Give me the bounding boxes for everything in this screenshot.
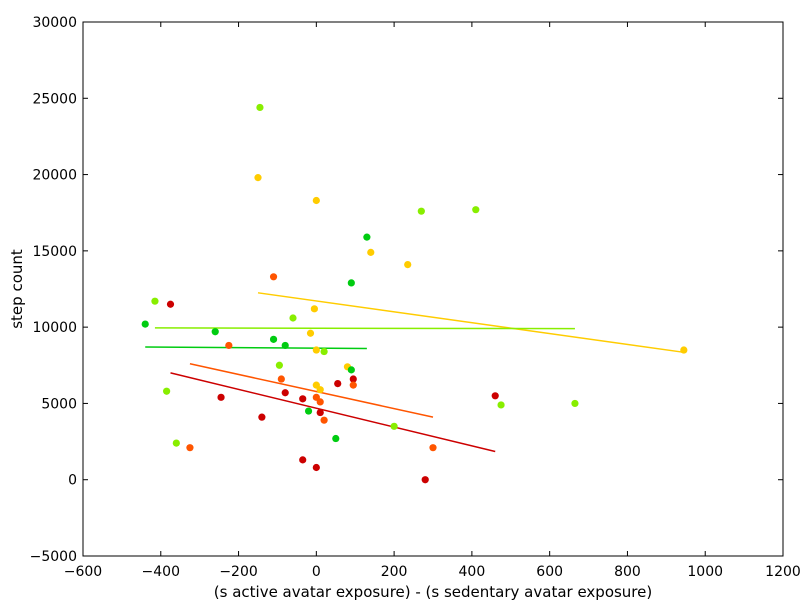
data-point-series-1 bbox=[186, 444, 194, 452]
fit-line-series-3 bbox=[154, 327, 575, 330]
data-point-series-3 bbox=[320, 347, 328, 356]
data-point-series-0 bbox=[349, 375, 357, 383]
data-point-series-3 bbox=[390, 422, 398, 430]
data-point-series-1 bbox=[349, 381, 357, 389]
data-point-series-0 bbox=[334, 379, 342, 388]
y-tick-label: 0 bbox=[68, 473, 77, 489]
data-point-series-2 bbox=[306, 329, 315, 337]
data-point-series-0 bbox=[281, 389, 289, 397]
data-point-series-3 bbox=[256, 103, 264, 112]
data-point-series-1 bbox=[320, 416, 328, 424]
fit-line-series-4 bbox=[145, 346, 367, 350]
x-tick-label: 1200 bbox=[765, 564, 801, 580]
data-point-series-2 bbox=[404, 260, 412, 269]
data-point-series-3 bbox=[417, 207, 425, 215]
y-tick-label: 10000 bbox=[32, 320, 77, 336]
fit-line-series-1 bbox=[189, 363, 434, 418]
data-point-series-3 bbox=[163, 387, 171, 395]
y-tick-label: 20000 bbox=[32, 168, 77, 184]
data-point-series-4 bbox=[281, 341, 289, 350]
data-point-series-2 bbox=[312, 346, 320, 354]
data-point-series-1 bbox=[316, 398, 324, 406]
data-point-series-0 bbox=[421, 476, 429, 484]
data-point-series-2 bbox=[254, 174, 262, 182]
y-tick-label: 30000 bbox=[32, 15, 77, 31]
y-tick-label: 5000 bbox=[41, 396, 77, 412]
x-tick-label: 600 bbox=[536, 564, 563, 580]
data-point-series-2 bbox=[680, 346, 688, 354]
data-point-series-3 bbox=[275, 361, 283, 369]
data-point-series-0 bbox=[166, 300, 175, 308]
x-tick-label: −200 bbox=[219, 564, 257, 580]
data-point-series-4 bbox=[363, 233, 371, 241]
data-point-series-1 bbox=[277, 375, 285, 383]
plot-frame bbox=[82, 21, 784, 557]
data-point-series-1 bbox=[429, 444, 437, 452]
data-point-series-3 bbox=[497, 401, 505, 409]
y-axis-label: step count bbox=[8, 249, 26, 329]
x-tick-label: −400 bbox=[142, 564, 180, 580]
data-point-series-4 bbox=[304, 407, 313, 415]
data-point-series-4 bbox=[211, 328, 219, 336]
x-tick-label: 1000 bbox=[687, 564, 723, 580]
data-point-series-4 bbox=[332, 434, 340, 443]
data-point-series-2 bbox=[367, 248, 375, 256]
data-point-series-0 bbox=[299, 456, 307, 464]
y-tick-label: 25000 bbox=[32, 91, 77, 107]
data-point-series-1 bbox=[225, 341, 233, 350]
data-point-series-3 bbox=[289, 314, 297, 322]
data-point-series-0 bbox=[491, 392, 499, 400]
data-point-series-0 bbox=[217, 393, 225, 401]
data-point-series-2 bbox=[316, 386, 324, 394]
data-point-series-2 bbox=[312, 196, 320, 205]
data-point-series-4 bbox=[269, 335, 278, 343]
x-tick-label: 800 bbox=[614, 564, 641, 580]
y-tick-label: 15000 bbox=[32, 244, 77, 260]
data-point-series-3 bbox=[571, 399, 579, 408]
x-tick-label: 200 bbox=[381, 564, 408, 580]
y-tick-label: −5000 bbox=[30, 549, 77, 565]
data-point-series-3 bbox=[151, 297, 159, 305]
data-point-series-4 bbox=[347, 366, 355, 374]
data-point-series-0 bbox=[258, 413, 266, 421]
x-tick-label: −600 bbox=[64, 564, 102, 580]
x-tick-label: 400 bbox=[459, 564, 486, 580]
fit-line-series-2 bbox=[257, 292, 684, 354]
data-point-series-4 bbox=[347, 279, 355, 287]
data-point-series-2 bbox=[310, 305, 318, 313]
data-point-series-4 bbox=[141, 320, 149, 328]
x-tick-label: 0 bbox=[312, 564, 321, 580]
data-point-series-1 bbox=[269, 273, 278, 281]
data-point-series-3 bbox=[472, 206, 480, 214]
fit-line-series-0 bbox=[170, 372, 496, 453]
x-axis-label: (s active avatar exposure) - (s sedentar… bbox=[214, 583, 652, 601]
data-point-series-0 bbox=[299, 395, 307, 403]
data-point-series-0 bbox=[316, 408, 324, 417]
data-point-series-0 bbox=[312, 463, 320, 472]
data-point-series-3 bbox=[172, 439, 180, 447]
